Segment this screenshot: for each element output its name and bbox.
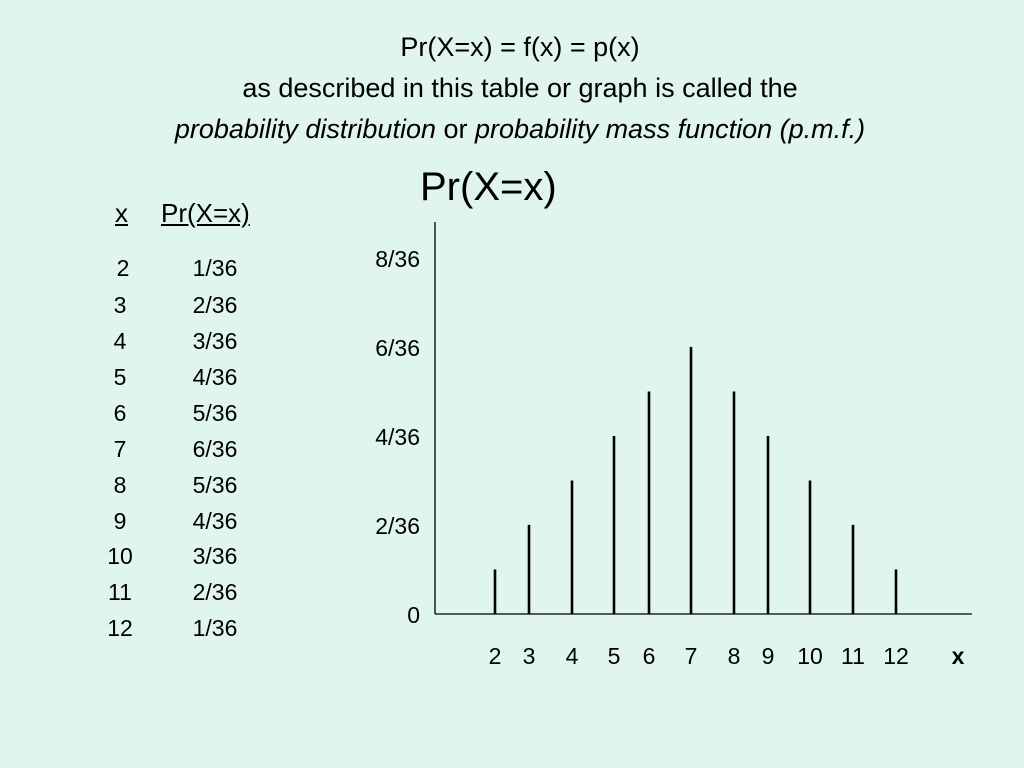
term-probability-distribution: probability distribution — [174, 114, 436, 144]
x-tick-label: 11 — [841, 643, 865, 669]
table-cell-x: 10 — [107, 543, 133, 569]
table-cell-probability: 1/36 — [192, 255, 238, 281]
x-tick-label: 7 — [685, 643, 698, 669]
table-cell-probability: 3/36 — [192, 543, 238, 569]
x-tick-label: 3 — [523, 643, 536, 669]
term-pmf: probability mass function (p.m.f.) — [475, 114, 866, 144]
table-cell-x: 12 — [107, 615, 133, 641]
table-cell-x: 6 — [113, 400, 127, 426]
table-cell-probability: 5/36 — [192, 400, 238, 426]
table-cell-x: 4 — [113, 328, 127, 354]
table-cell-x: 2 — [116, 255, 130, 281]
heading-line-1: Pr(X=x) = f(x) = p(x) — [400, 32, 640, 62]
y-tick-label: 8/36 — [375, 246, 420, 272]
table-cell-x: 8 — [113, 472, 127, 498]
table-cell-probability: 2/36 — [192, 292, 238, 318]
table-cell-x: 3 — [113, 292, 127, 318]
x-tick-label: 2 — [489, 643, 502, 669]
table-cell-x: 9 — [113, 508, 127, 534]
heading-or: or — [435, 114, 475, 144]
x-tick-label: 8 — [728, 643, 741, 669]
table-header-x: x — [115, 198, 128, 228]
table-cell-probability: 6/36 — [192, 436, 238, 462]
table-cell-probability: 5/36 — [192, 472, 238, 498]
x-tick-label: 12 — [883, 643, 909, 669]
x-tick-label: 6 — [643, 643, 656, 669]
table-cell-probability: 4/36 — [192, 364, 238, 390]
table-cell-x: 7 — [113, 436, 127, 462]
y-tick-label: 4/36 — [375, 424, 420, 450]
x-axis-label: x — [952, 643, 965, 669]
heading-line-3: probability distribution or probability … — [0, 109, 1024, 150]
table-header-probability: Pr(X=x) — [161, 198, 250, 228]
x-tick-label: 9 — [762, 643, 775, 669]
table-cell-x: 11 — [108, 579, 132, 605]
table-cell-probability: 4/36 — [192, 508, 238, 534]
x-tick-label: 10 — [797, 643, 823, 669]
chart-title: Pr(X=x) — [420, 165, 557, 209]
slide-heading: Pr(X=x) = f(x) = p(x) as described in th… — [0, 27, 1024, 150]
table-cell-probability: 3/36 — [192, 328, 238, 354]
x-tick-label: 4 — [566, 643, 579, 669]
table-cell-probability: 2/36 — [192, 579, 238, 605]
y-tick-label: 2/36 — [375, 513, 420, 539]
table-cell-probability: 1/36 — [192, 615, 238, 641]
y-tick-label: 0 — [407, 602, 420, 628]
x-tick-label: 5 — [608, 643, 621, 669]
table-cell-x: 5 — [113, 364, 127, 390]
heading-line-2: as described in this table or graph is c… — [242, 73, 798, 103]
y-tick-label: 6/36 — [375, 335, 420, 361]
